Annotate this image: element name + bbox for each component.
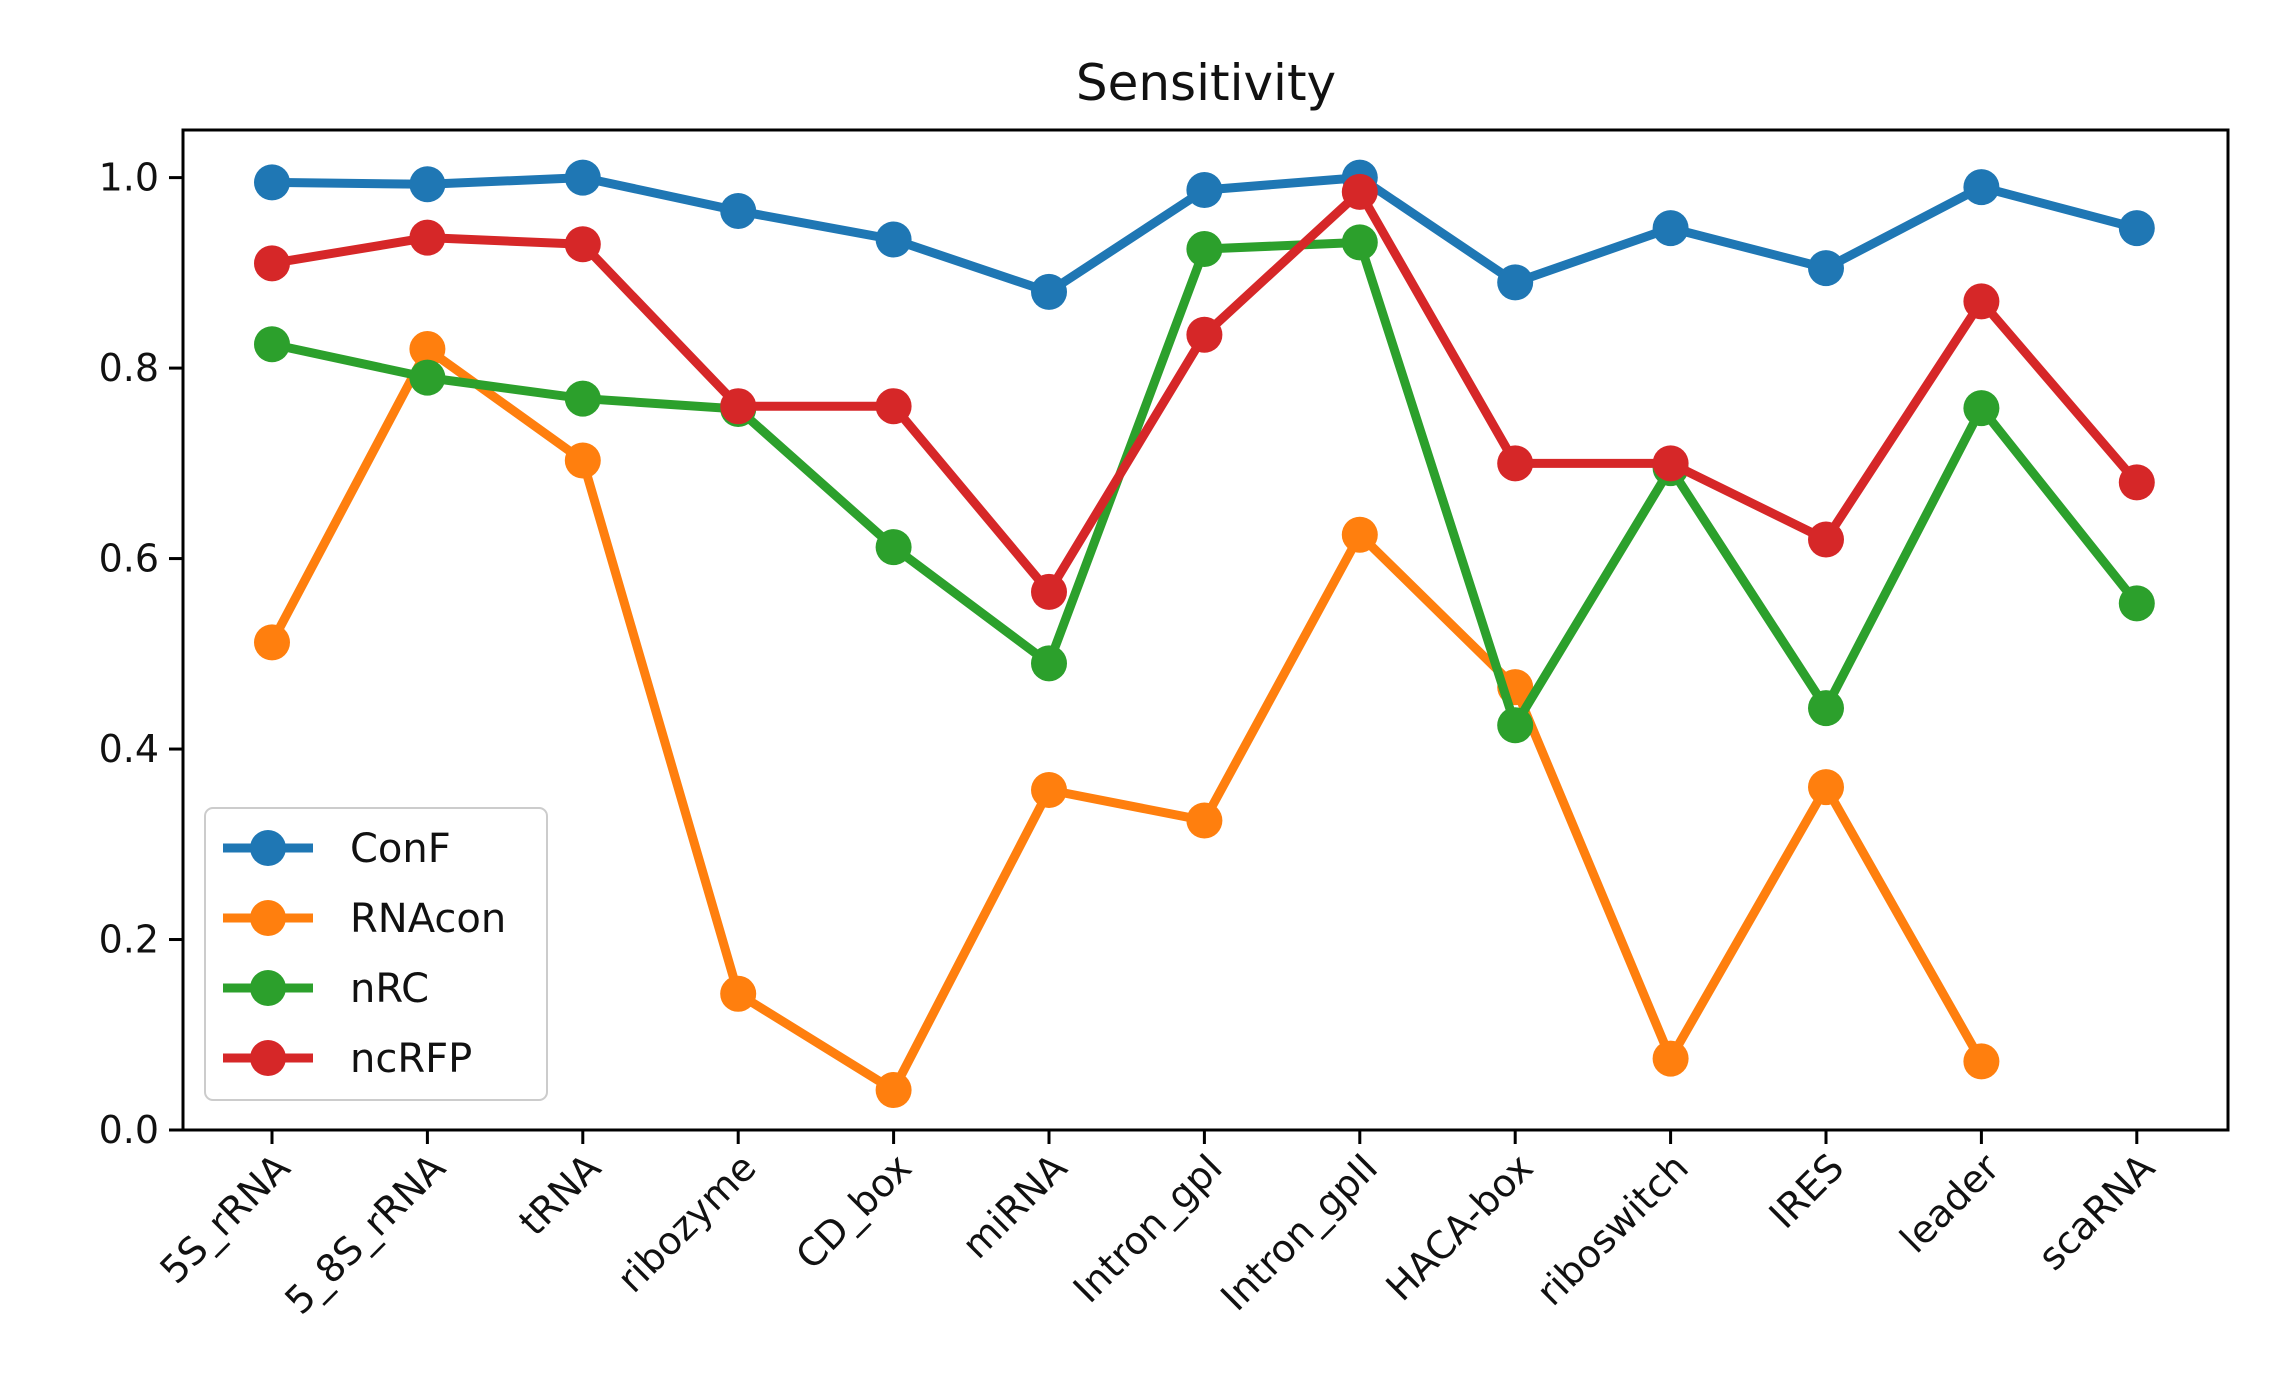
data-point	[1652, 445, 1689, 482]
data-point	[875, 388, 912, 425]
data-point	[720, 388, 757, 425]
x-tick-label: HACA-box	[1378, 1145, 1542, 1309]
data-point	[254, 164, 290, 201]
plot-area	[254, 159, 2155, 1108]
y-tick-label: 0.4	[99, 727, 159, 771]
data-point	[564, 442, 601, 479]
data-point	[254, 624, 290, 661]
data-point	[1186, 231, 1223, 268]
data-point	[1497, 445, 1534, 482]
data-point	[409, 359, 446, 396]
legend-label: nRC	[350, 966, 429, 1012]
x-tick-label: ribozyme	[609, 1145, 765, 1301]
data-point	[1031, 645, 1067, 682]
data-point	[409, 331, 446, 368]
data-point	[564, 226, 601, 263]
x-tick-label: Intron_gpII	[1212, 1145, 1386, 1319]
data-point	[1186, 316, 1223, 353]
legend-box	[204, 807, 548, 1101]
data-point	[564, 159, 601, 196]
data-point	[1497, 707, 1534, 744]
data-point	[1031, 273, 1067, 310]
data-point	[409, 219, 446, 256]
data-point	[1963, 1043, 2000, 1080]
data-point	[2118, 464, 2155, 501]
data-point	[1341, 173, 1378, 210]
legend-label: ncRFP	[350, 1036, 472, 1082]
x-tick-label: riboswitch	[1528, 1145, 1697, 1314]
series-ncrfp	[254, 173, 2155, 610]
legend-marker	[250, 970, 286, 1006]
y-tick-label: 0.0	[99, 1108, 159, 1152]
data-point	[1031, 573, 1067, 610]
legend-item-conf: ConF	[223, 826, 451, 872]
x-tick-label: 5S_rRNA	[151, 1145, 298, 1292]
data-point	[720, 975, 757, 1012]
x-tick-label: IRES	[1761, 1145, 1853, 1237]
legend-marker	[250, 900, 286, 936]
data-point	[1652, 1040, 1689, 1077]
series-line	[267, 344, 1986, 1095]
chart-title: Sensitivity	[1076, 54, 1336, 112]
y-tick-label: 0.6	[99, 537, 159, 581]
legend-item-ncrfp: ncRFP	[223, 1036, 472, 1082]
data-point	[875, 529, 912, 566]
legend-label: RNAcon	[350, 896, 506, 942]
data-point	[1808, 521, 1844, 558]
x-tick-label: Intron_gpI	[1065, 1145, 1231, 1311]
data-point	[254, 326, 290, 363]
data-point	[1652, 210, 1689, 247]
data-point	[2118, 585, 2155, 622]
x-tick-label: CD_box	[787, 1145, 920, 1278]
x-tick-label: 5_8S_rRNA	[276, 1145, 453, 1322]
data-point	[1808, 250, 1844, 287]
legend: ConF RNAcon nRC ncRFP	[204, 807, 548, 1101]
y-tick-label: 0.8	[99, 346, 159, 390]
data-point	[1341, 516, 1378, 553]
x-tick-label: scaRNA	[2030, 1145, 2164, 1279]
y-tick-label: 0.2	[99, 918, 159, 962]
data-point	[1341, 224, 1378, 261]
legend-label: ConF	[350, 826, 451, 872]
data-point	[1808, 690, 1844, 727]
legend-marker	[250, 830, 286, 866]
x-tick-label: miRNA	[953, 1145, 1075, 1267]
data-point	[2118, 210, 2155, 247]
data-point	[1497, 264, 1534, 301]
data-point	[1963, 169, 2000, 206]
data-point	[1031, 772, 1067, 808]
data-point	[1963, 390, 2000, 427]
y-tick-label: 1.0	[99, 156, 159, 200]
legend-item-rnacon: RNAcon	[223, 896, 506, 942]
y-axis: 0.0 0.2 0.4 0.6 0.8 1.0	[99, 156, 183, 1152]
series-nrc	[254, 224, 2155, 744]
legend-item-nrc: nRC	[223, 966, 429, 1012]
data-point	[1186, 172, 1223, 208]
data-point	[1186, 802, 1223, 839]
series-rnacon	[254, 331, 2000, 1108]
data-point	[254, 245, 290, 282]
data-point	[875, 221, 912, 258]
legend-marker	[250, 1040, 286, 1076]
data-point	[720, 192, 757, 229]
data-point	[1963, 283, 2000, 320]
data-point	[409, 166, 446, 203]
data-point	[1808, 769, 1844, 806]
x-tick-label: leader	[1892, 1145, 2008, 1261]
data-point	[875, 1072, 912, 1108]
x-tick-label: tRNA	[510, 1145, 609, 1244]
data-point	[564, 380, 601, 417]
